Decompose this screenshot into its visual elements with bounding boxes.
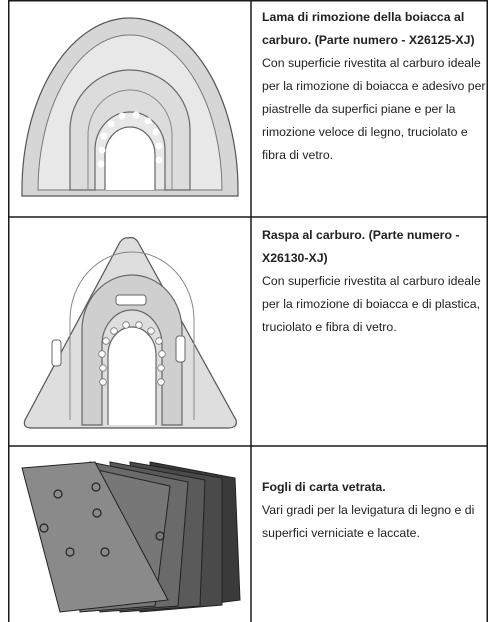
- item-title: Fogli di carta vetrata.: [262, 480, 386, 494]
- sanding-sheets-image: [21, 461, 241, 613]
- row-3-text: Fogli di carta vetrata. Vari gradi per l…: [262, 476, 488, 545]
- item-description: Vari gradi per la levigatura di legno e …: [262, 503, 475, 540]
- item-description: Con superficie rivestita al carburo idea…: [262, 274, 481, 334]
- row-2-text: Raspa al carburo. (Parte numero - X26130…: [262, 224, 488, 339]
- carbide-rasp-image: [23, 236, 237, 429]
- row-1-text: Lama di rimozione della boiacca al carbu…: [262, 6, 488, 167]
- item-description: Con superficie rivestita al carburo idea…: [262, 56, 486, 162]
- grout-blade-image: [21, 17, 239, 197]
- table-lines: [8, 0, 488, 622]
- item-title: Raspa al carburo. (Parte numero - X26130…: [262, 228, 460, 265]
- item-title: Lama di rimozione della boiacca al carbu…: [262, 10, 475, 47]
